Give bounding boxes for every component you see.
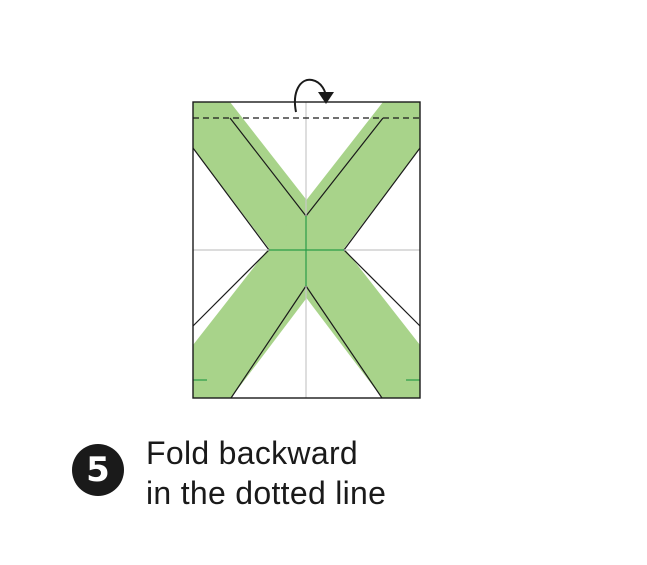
instruction-line-2: in the dotted line	[146, 475, 387, 511]
step-number-badge: 5	[72, 444, 124, 496]
green-strip-top-right	[401, 102, 420, 118]
curved-arrow-icon	[294, 78, 334, 113]
paper-outline	[192, 101, 421, 399]
crease-lines	[193, 102, 420, 398]
green-crease-lines	[193, 216, 420, 381]
instruction-line-1: Fold backward	[146, 435, 358, 471]
x-band-outlines	[192, 117, 421, 399]
step-instruction: Fold backward in the dotted line	[146, 433, 386, 513]
green-strip-top-left	[193, 102, 212, 118]
